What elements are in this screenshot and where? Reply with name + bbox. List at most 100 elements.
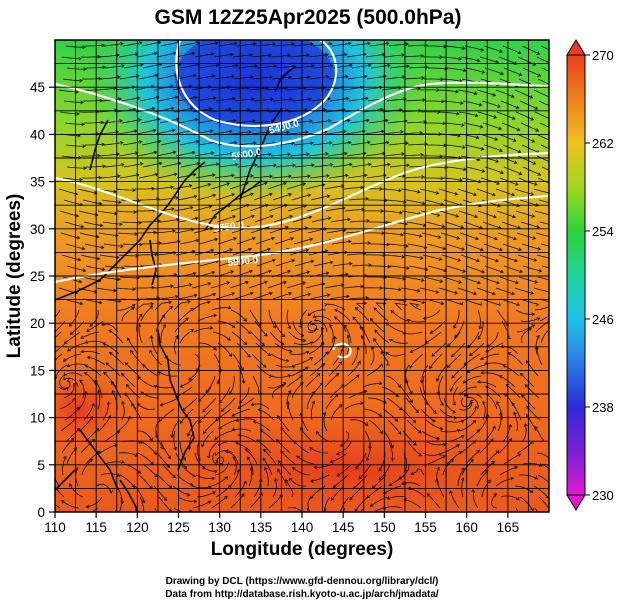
streamline — [403, 55, 424, 58]
streamline-arrowhead — [117, 277, 121, 282]
streamline — [288, 131, 309, 135]
streamline-arrowhead — [283, 280, 287, 285]
streamline-arrowhead — [277, 468, 281, 473]
streamline — [250, 226, 270, 234]
streamline-arrowhead — [77, 257, 82, 262]
streamline — [179, 329, 194, 344]
streamline-arrowhead — [79, 301, 84, 306]
streamline-arrowhead — [551, 140, 554, 143]
streamline-arrowhead — [552, 236, 555, 239]
streamline-arrowhead — [288, 477, 293, 482]
streamline — [346, 152, 367, 157]
streamline-arrowhead — [153, 51, 158, 56]
streamline-arrowhead — [220, 408, 225, 412]
streamline — [218, 65, 239, 69]
streamline-arrowhead — [79, 379, 83, 384]
streamline — [213, 53, 234, 58]
streamline-arrowhead — [80, 513, 83, 516]
streamline-arrowhead — [554, 107, 557, 110]
streamline — [307, 496, 312, 512]
streamline — [454, 320, 465, 338]
streamline — [77, 188, 97, 194]
streamline-arrowhead — [463, 167, 467, 172]
streamline — [370, 64, 391, 69]
streamline-arrowhead — [157, 40, 162, 45]
streamline — [248, 281, 268, 289]
streamline-arrowhead — [416, 288, 421, 293]
streamline-arrowhead — [513, 160, 518, 164]
streamline — [215, 193, 235, 201]
streamline-arrowhead — [286, 130, 290, 135]
streamline — [350, 42, 371, 47]
streamline — [178, 307, 194, 322]
streamline — [535, 320, 549, 333]
streamline — [173, 430, 177, 450]
streamline — [140, 198, 160, 201]
streamline-arrowhead — [86, 328, 90, 332]
streamline — [273, 215, 293, 223]
streamline — [67, 363, 87, 367]
streamline — [130, 350, 144, 366]
streamline — [360, 507, 365, 512]
streamline-arrowhead — [537, 73, 542, 77]
streamline — [172, 185, 192, 190]
streamline — [232, 153, 253, 157]
streamline — [367, 397, 387, 404]
streamline-arrowhead — [382, 151, 386, 156]
streamline — [458, 210, 478, 218]
streamline-arrowhead — [171, 207, 175, 212]
streamline-arrowhead — [89, 323, 93, 327]
streamline — [353, 474, 368, 490]
streamline-arrowhead — [345, 74, 349, 79]
streamline-arrowhead — [193, 194, 198, 199]
streamline — [394, 302, 405, 311]
streamline — [153, 186, 174, 190]
streamline-arrowhead — [302, 338, 307, 343]
streamline-arrowhead — [62, 358, 67, 362]
streamline — [325, 507, 327, 512]
streamline-arrowhead — [432, 419, 436, 423]
streamline-arrowhead — [227, 305, 232, 310]
streamline-arrowhead — [287, 390, 292, 394]
streamline — [63, 377, 79, 388]
streamline-arrowhead — [384, 198, 388, 203]
streamline — [442, 459, 454, 476]
streamline-arrowhead — [192, 271, 197, 276]
streamline — [287, 205, 307, 212]
streamline — [536, 155, 549, 163]
streamline-arrowhead — [495, 159, 500, 163]
streamline-arrowhead — [516, 203, 520, 208]
streamline — [252, 76, 273, 80]
streamline-arrowhead — [385, 118, 389, 123]
streamline-arrowhead — [555, 129, 558, 132]
streamline — [237, 259, 257, 267]
streamline-arrowhead — [553, 182, 556, 185]
streamline-arrowhead — [327, 97, 331, 101]
contour-5900 — [55, 194, 549, 284]
streamline — [256, 259, 276, 267]
streamline — [103, 243, 124, 247]
streamline — [66, 67, 87, 70]
streamline-arrowhead — [75, 213, 80, 218]
streamline — [403, 499, 422, 509]
streamline — [64, 331, 81, 344]
streamline — [332, 163, 353, 168]
streamline — [191, 183, 211, 190]
streamline-arrowhead — [516, 302, 520, 306]
streamline-arrowhead — [291, 364, 296, 369]
streamline — [333, 474, 349, 488]
streamline — [536, 452, 549, 459]
streamline-arrowhead — [232, 456, 237, 460]
streamline-arrowhead — [78, 279, 83, 284]
streamline-arrowhead — [409, 399, 413, 403]
streamline-arrowhead — [110, 380, 115, 385]
streamline-arrowhead — [83, 166, 87, 171]
streamline-arrowhead — [283, 181, 287, 186]
streamline-arrowhead — [457, 258, 462, 262]
streamline-arrowhead — [344, 52, 348, 57]
streamline-arrowhead — [458, 450, 463, 455]
streamline-arrowhead — [535, 302, 540, 307]
streamline — [383, 232, 404, 236]
streamline — [438, 89, 459, 93]
